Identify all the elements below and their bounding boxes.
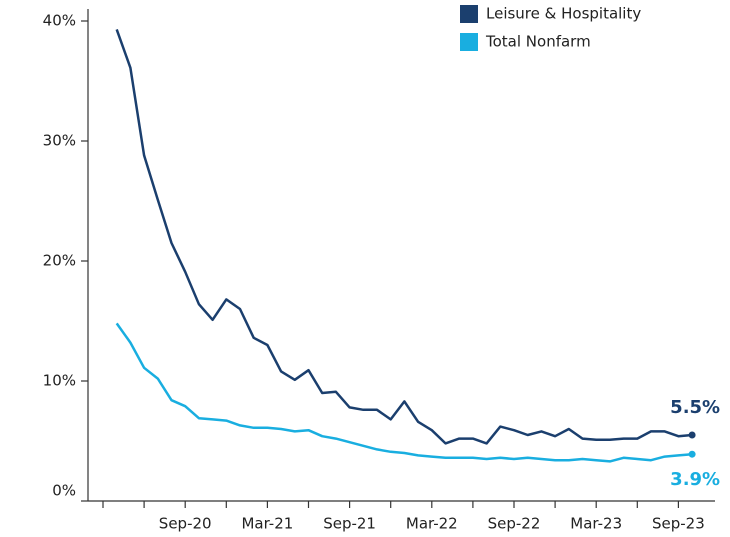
y-tick-label: 40% [43, 12, 76, 30]
end-dot [688, 450, 696, 458]
x-tick-label: Mar-23 [570, 515, 622, 533]
x-tick-label: Sep-20 [159, 515, 212, 533]
legend-swatch [460, 5, 478, 23]
value-label: 5.5% [670, 397, 720, 418]
legend-label: Leisure & Hospitality [486, 5, 641, 23]
end-dot [688, 431, 696, 439]
x-tick-label: Sep-21 [323, 515, 376, 533]
y-tick-label: 10% [43, 372, 76, 390]
value-label: 3.9% [670, 469, 720, 490]
line [115, 322, 693, 463]
y-tick-label: 30% [43, 132, 76, 150]
legend-swatch [460, 33, 478, 51]
y-tick-label: 20% [43, 252, 76, 270]
x-tick-label: Mar-21 [241, 515, 293, 533]
line [115, 28, 693, 445]
x-tick-label: Sep-23 [652, 515, 705, 533]
legend-label: Total Nonfarm [485, 33, 591, 51]
x-tick-label: Sep-22 [488, 515, 541, 533]
x-tick-label: Mar-22 [406, 515, 458, 533]
y-tick-label: 0% [52, 482, 76, 500]
